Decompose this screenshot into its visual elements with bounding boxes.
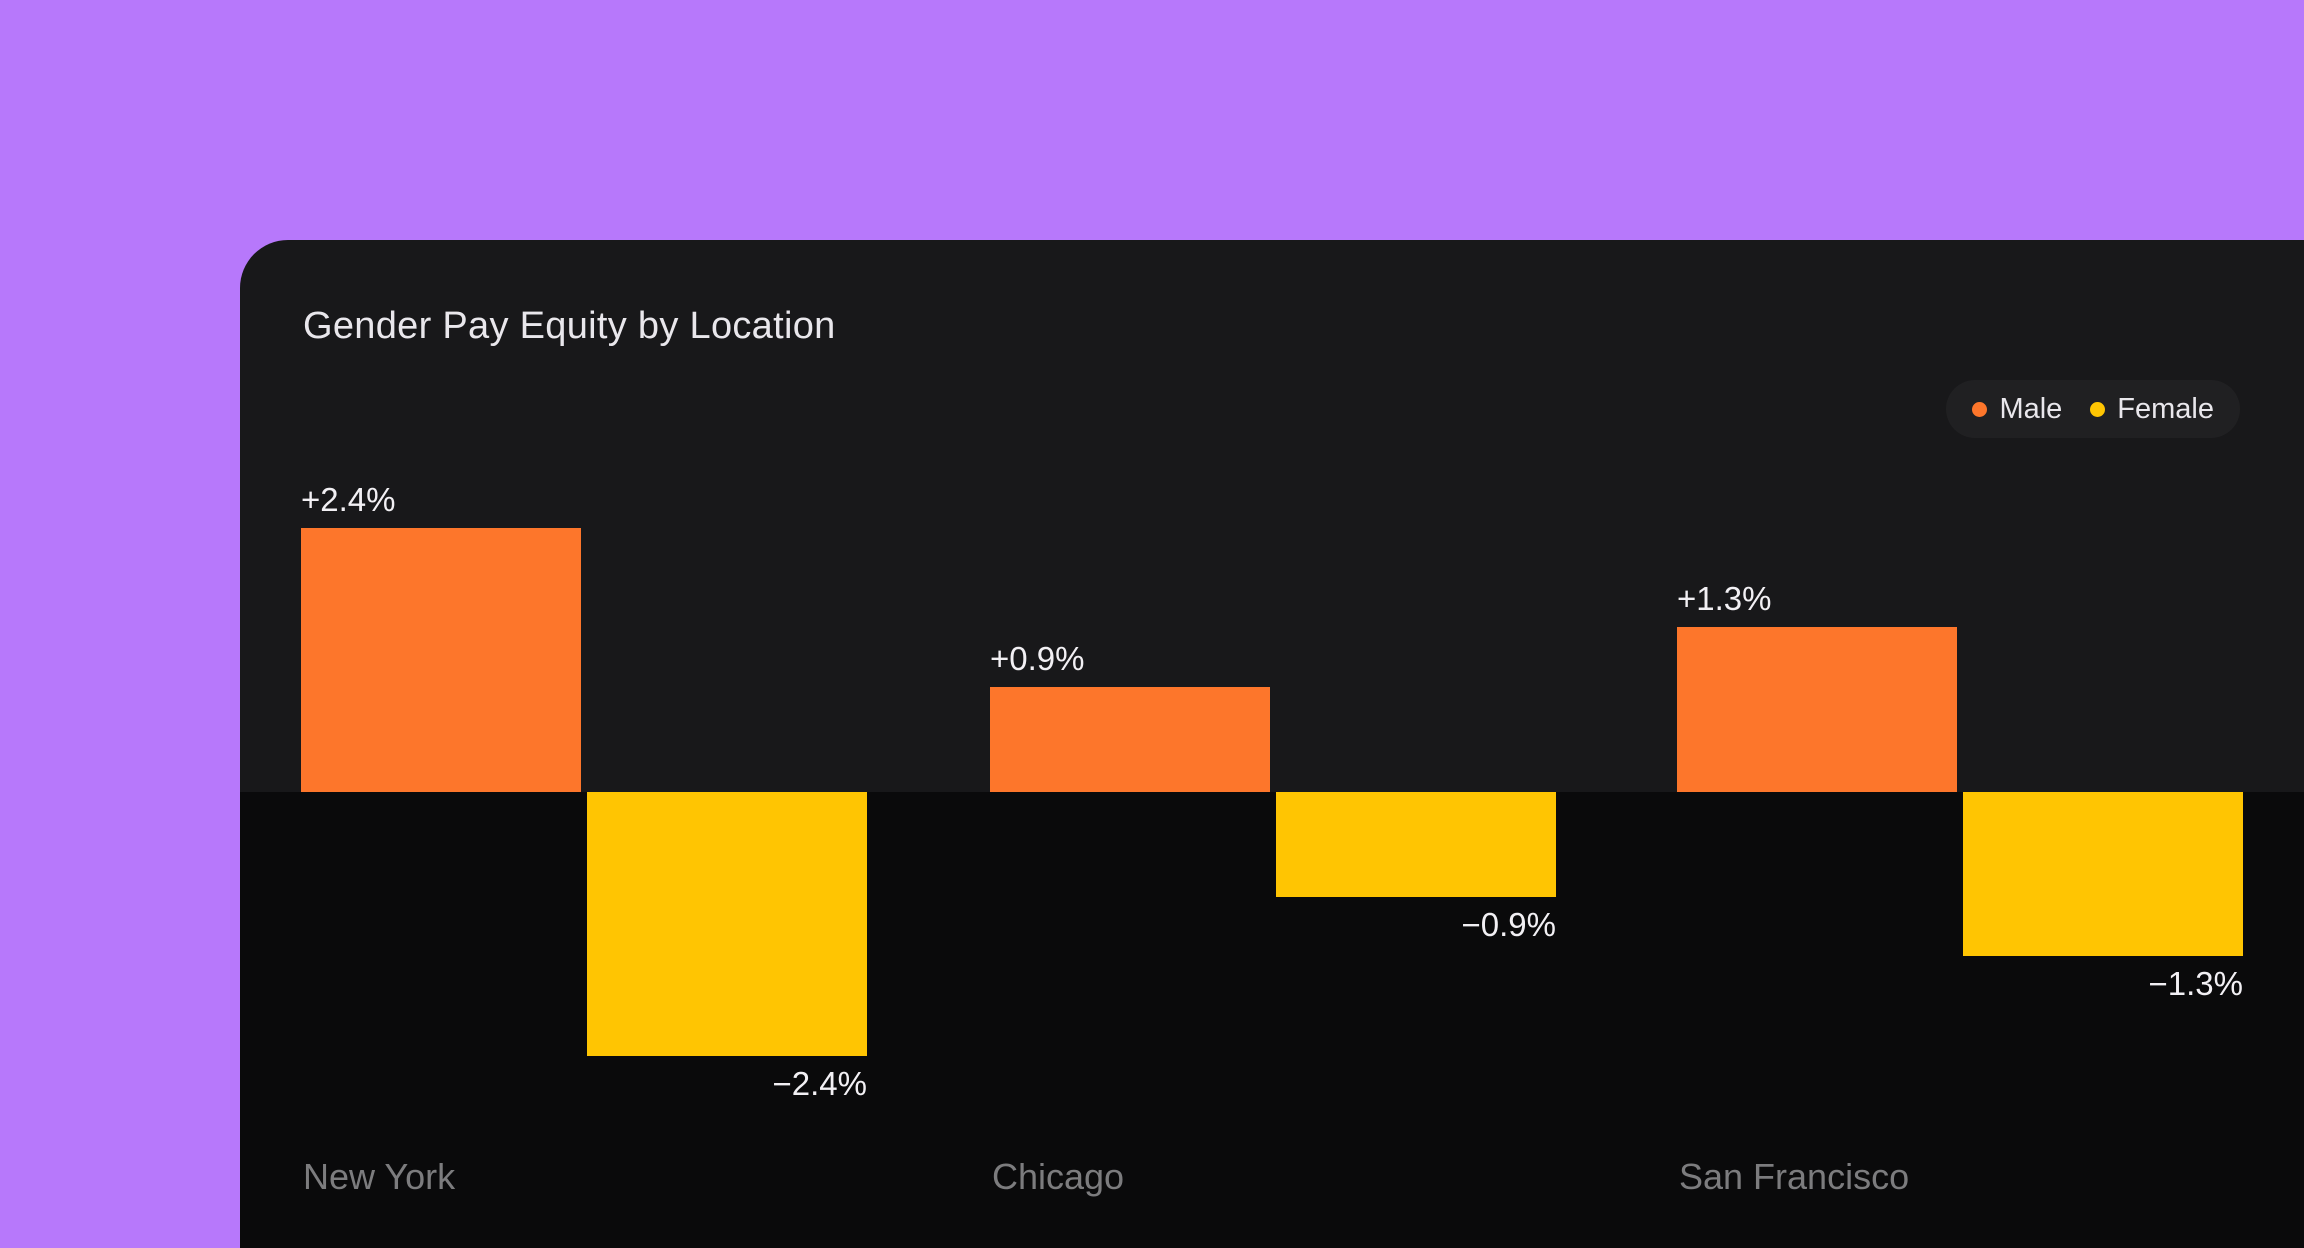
bar-female-chicago [1276, 792, 1556, 897]
value-label-male-chicago: +0.9% [990, 640, 1085, 677]
plot-area: +2.4% −2.4% New York +0.9% −0.9% Chicago +1.3%… [240, 240, 2304, 1248]
bar-female-san-francisco [1963, 792, 2243, 956]
legend-label-male: Male [1999, 392, 2063, 425]
female-series-dot-icon [2090, 401, 2106, 417]
bar-male-new-york [301, 528, 581, 792]
legend-item-male: Male [1972, 392, 2063, 425]
legend-label-female: Female [2117, 392, 2214, 425]
value-label-male-new-york: +2.4% [301, 481, 396, 518]
chart-title: Gender Pay Equity by Location [303, 305, 836, 347]
value-label-female-san-francisco: −1.3% [2148, 965, 2244, 1002]
bar-female-new-york [587, 792, 867, 1056]
bar-male-chicago [990, 687, 1270, 792]
negative-value-region [240, 792, 2304, 1248]
male-series-dot-icon [1972, 401, 1988, 417]
category-label-san-francisco: San Francisco [1679, 1156, 1910, 1197]
chart-legend: Male Female [1946, 380, 2240, 438]
bar-male-san-francisco [1677, 627, 1957, 792]
category-label-chicago: Chicago [992, 1156, 1125, 1197]
legend-item-female: Female [2090, 392, 2214, 425]
value-label-female-new-york: −2.4% [772, 1065, 868, 1102]
category-label-new-york: New York [303, 1156, 456, 1197]
chart-card: Gender Pay Equity by Location Male Female… [240, 240, 2304, 1248]
value-label-female-chicago: −0.9% [1461, 906, 1557, 943]
value-label-male-san-francisco: +1.3% [1677, 580, 1772, 617]
